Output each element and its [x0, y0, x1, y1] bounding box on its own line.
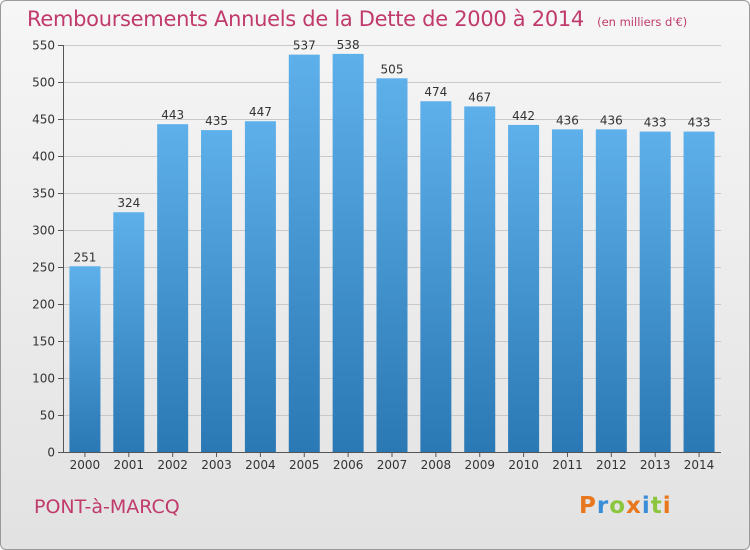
bar: [69, 266, 101, 452]
y-tick-label: 350: [32, 187, 55, 201]
bar-value-label: 433: [644, 116, 667, 130]
chart-subtitle: (en milliers d'€): [597, 15, 688, 29]
bar-value-label: 436: [556, 113, 579, 127]
y-tick-label: 50: [40, 409, 55, 423]
bar-value-label: 436: [600, 113, 623, 127]
place-name: PONT-à-MARCQ: [34, 496, 180, 518]
y-tick-label: 0: [47, 446, 55, 460]
logo-letter: P: [579, 493, 597, 519]
logo-letter: r: [596, 493, 610, 519]
y-tick-label: 200: [32, 298, 55, 312]
bar-value-label: 442: [512, 109, 535, 123]
y-tick-label: 500: [32, 76, 55, 90]
bar-value-label: 537: [293, 39, 316, 53]
bar: [551, 129, 583, 453]
logo-letter: x: [626, 493, 642, 519]
x-tick-label: 2006: [333, 458, 364, 472]
y-tick-label: 100: [32, 372, 55, 386]
bar: [157, 124, 189, 453]
x-tick-label: 2008: [421, 458, 452, 472]
y-tick-label: 450: [32, 113, 55, 127]
x-tick-label: 2005: [289, 458, 320, 472]
x-tick-label: 2012: [596, 458, 627, 472]
proxiti-logo: Proxiti: [579, 493, 672, 519]
bar: [376, 78, 408, 453]
bar: [201, 130, 233, 452]
bar: [639, 131, 671, 452]
bar: [244, 121, 276, 452]
x-tick-label: 2002: [157, 458, 188, 472]
x-tick-label: 2013: [640, 458, 671, 472]
bar-value-label: 538: [337, 38, 360, 52]
x-tick-label: 2010: [508, 458, 539, 472]
logo-letter: o: [609, 493, 627, 519]
bar: [113, 212, 145, 452]
chart-title-block: Remboursements Annuels de la Dette de 20…: [27, 7, 687, 31]
y-tick-label: 400: [32, 150, 55, 164]
x-tick-label: 2009: [464, 458, 495, 472]
x-tick-label: 2004: [245, 458, 276, 472]
y-tick-label: 550: [32, 39, 55, 53]
chart-title: Remboursements Annuels de la Dette de 20…: [27, 7, 584, 31]
x-tick-label: 2007: [377, 458, 408, 472]
y-tick-label: 300: [32, 224, 55, 238]
bar-value-label: 433: [688, 116, 711, 130]
bar: [332, 53, 364, 452]
bar: [595, 129, 627, 453]
bar: [464, 106, 496, 453]
bar: [508, 124, 540, 453]
x-tick-label: 2003: [201, 458, 232, 472]
logo-letter: t: [650, 493, 663, 519]
bar-value-label: 505: [381, 62, 404, 76]
x-tick-label: 2014: [684, 458, 715, 472]
logo-letter: i: [641, 493, 651, 519]
x-tick-label: 2011: [552, 458, 583, 472]
bar: [420, 101, 452, 453]
x-tick-label: 2000: [70, 458, 101, 472]
x-tick-label: 2001: [114, 458, 145, 472]
y-tick-label: 250: [32, 261, 55, 275]
bar-value-label: 443: [161, 108, 184, 122]
bar-value-label: 447: [249, 105, 272, 119]
bar-value-label: 251: [73, 250, 96, 264]
y-tick-label: 150: [32, 335, 55, 349]
bar: [683, 131, 715, 452]
bar: [288, 54, 320, 453]
bar-value-label: 324: [117, 196, 140, 210]
bar-value-label: 474: [424, 85, 447, 99]
bar-value-label: 435: [205, 114, 228, 128]
logo-letter: i: [662, 493, 672, 519]
bar-value-label: 467: [468, 90, 491, 104]
